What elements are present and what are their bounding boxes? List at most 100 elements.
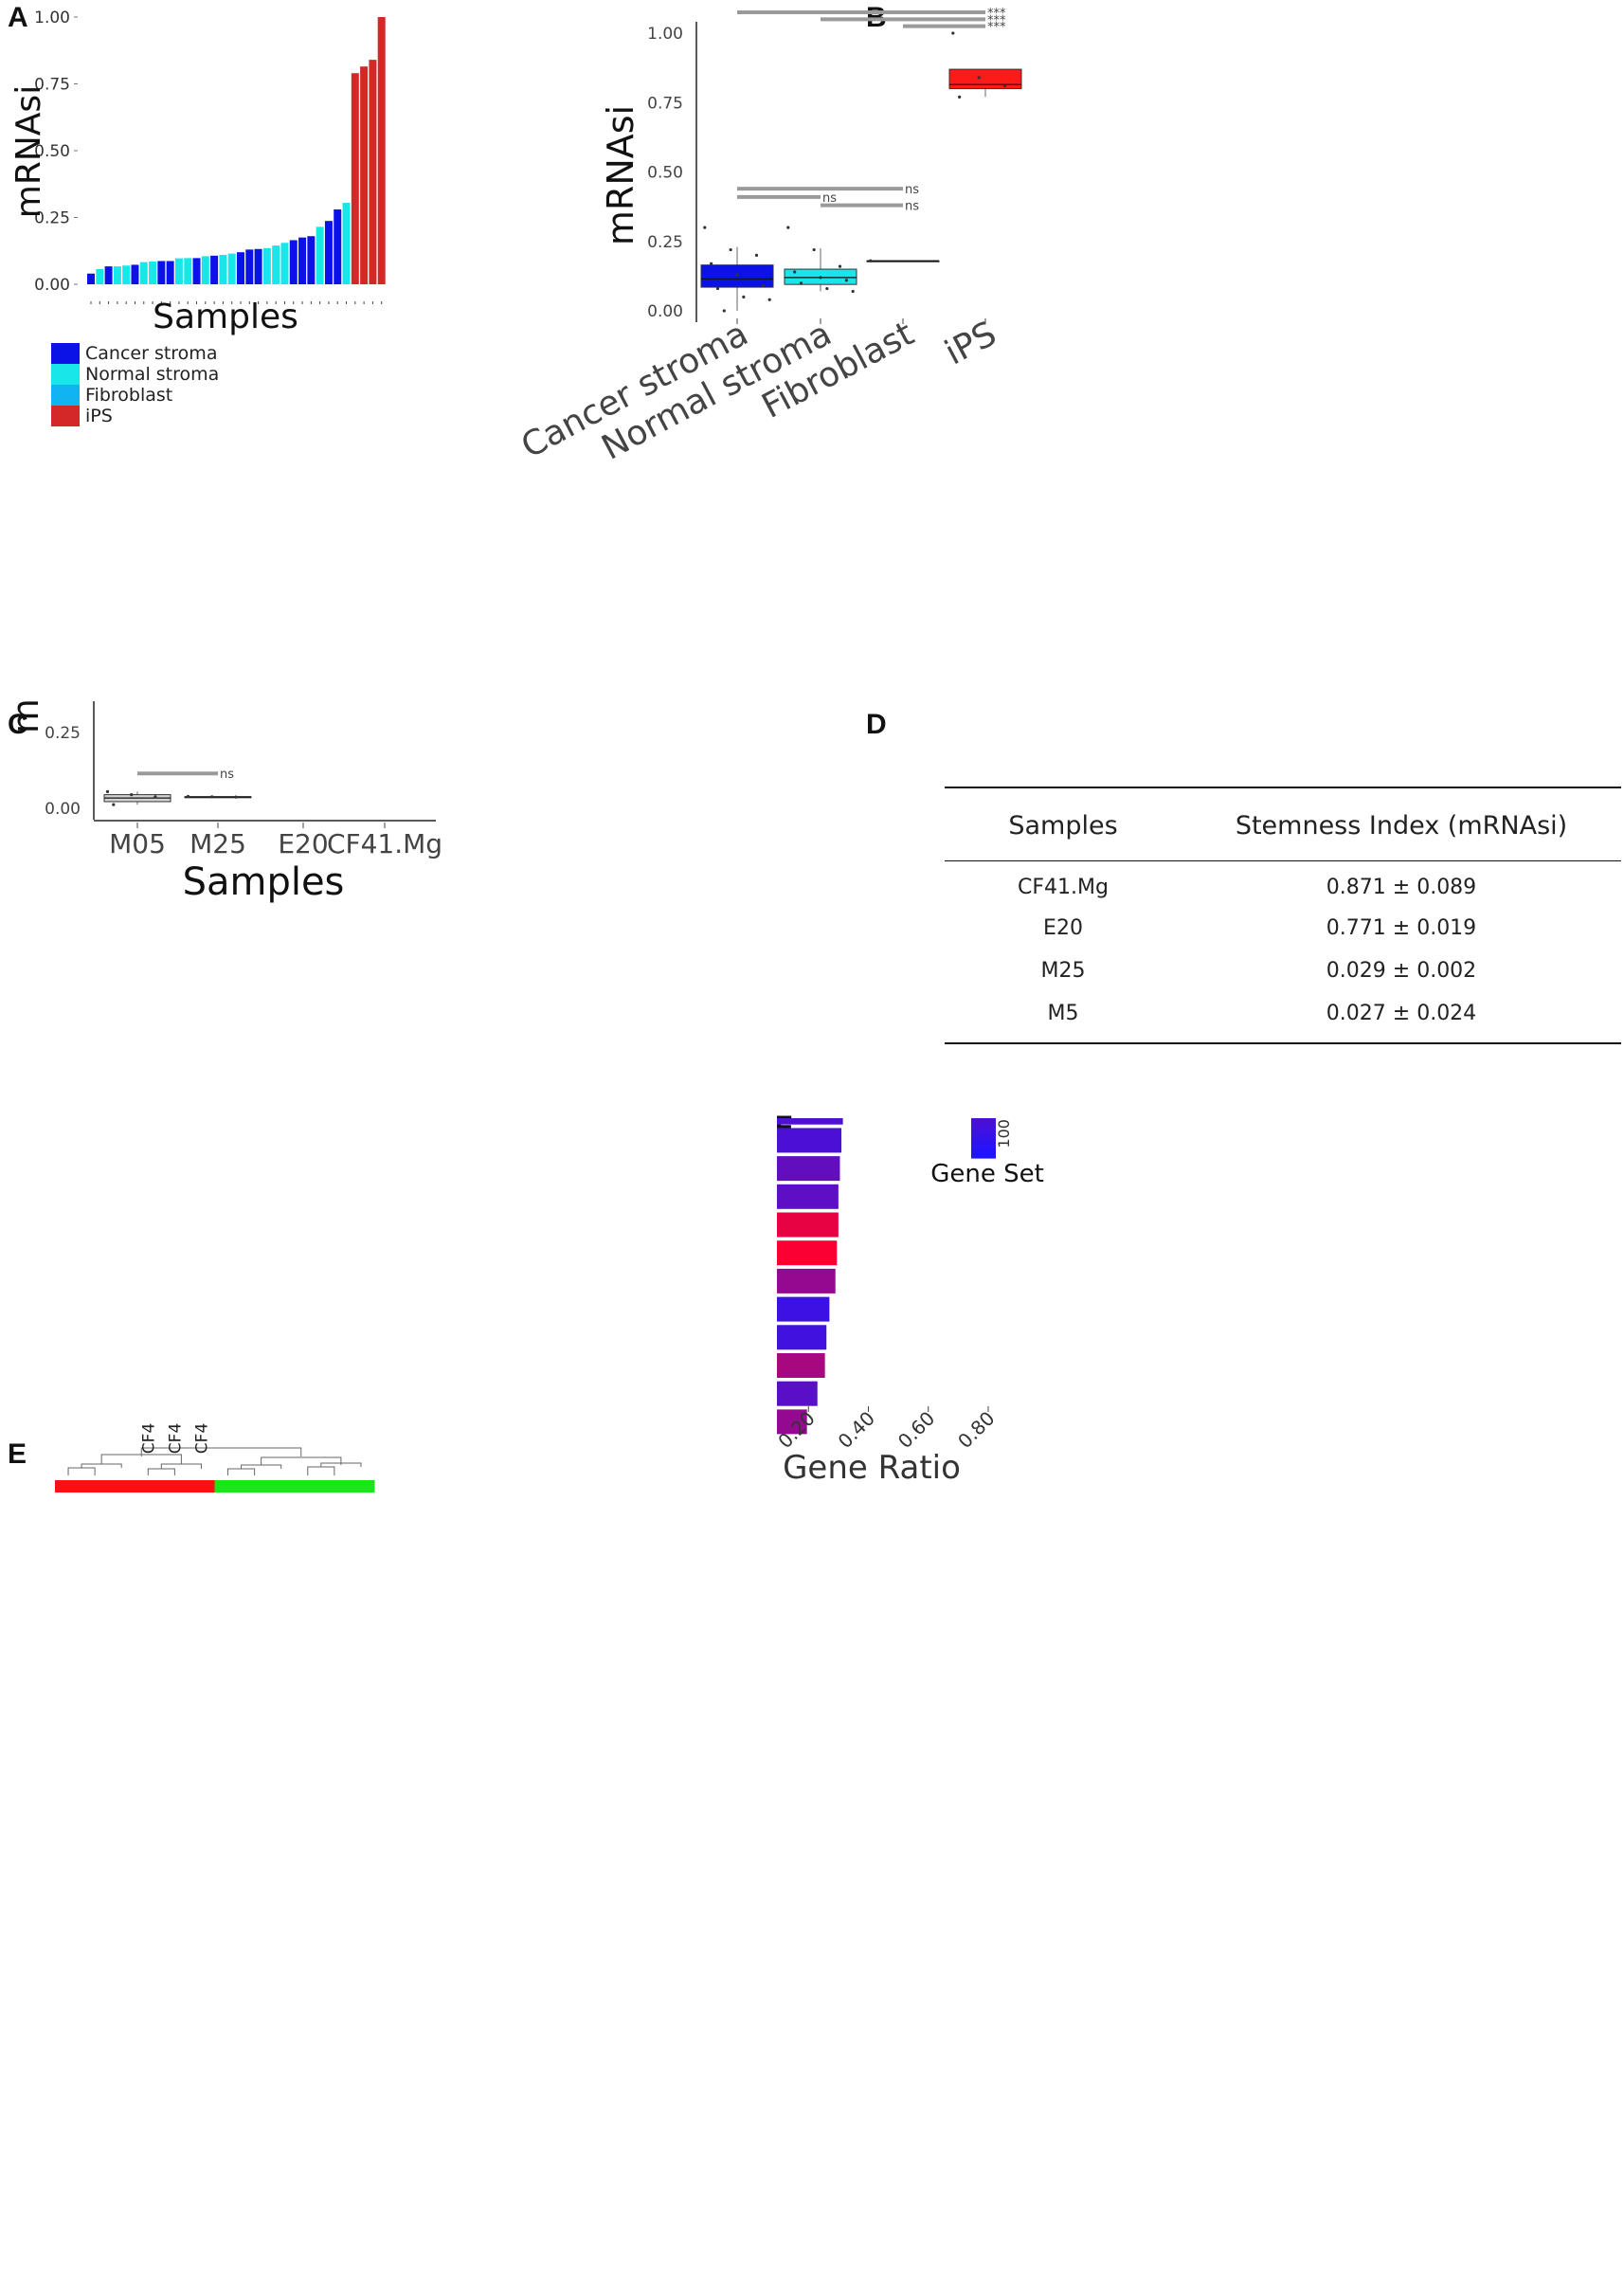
data-point — [112, 803, 116, 806]
bar — [87, 273, 95, 284]
data-point — [210, 795, 214, 799]
legend-swatch — [51, 343, 80, 364]
y-tick-label: 0.25 — [34, 209, 70, 228]
legend-label: iPS — [85, 406, 113, 426]
bar — [777, 1118, 843, 1125]
x-tick-label: M05 — [109, 828, 166, 859]
bar — [777, 1353, 825, 1378]
bar — [272, 245, 280, 284]
colorbar-segment — [971, 1125, 996, 1131]
bar — [316, 226, 324, 284]
bar — [149, 262, 157, 284]
data-point — [703, 226, 707, 229]
y-tick-label: 0.75 — [34, 76, 70, 95]
colorbar-segment — [971, 1118, 996, 1122]
data-point — [742, 295, 746, 298]
significance-label: *** — [987, 13, 1006, 27]
y-axis-title: mRNAsi — [9, 85, 48, 218]
x-tick-label: 0.40 — [834, 1407, 879, 1453]
chart-f-gene-ratio-bars: Mixed, incl. cyclin a/b1/b2 associatedev… — [777, 1118, 1044, 1487]
data-point — [812, 247, 816, 252]
bar — [237, 252, 244, 284]
chart-e-heatmap: E20.02E20.03E20.01CF41.Mg.01CF41.Mg.02CF… — [55, 1421, 375, 1492]
colorbar-segment — [971, 1139, 996, 1145]
legend-label: Normal stroma — [85, 364, 219, 385]
dendrogram-branch — [307, 1466, 335, 1475]
legend-label: Fibroblast — [85, 385, 172, 406]
bar — [777, 1156, 840, 1182]
table-cell-sample: M25 — [1040, 959, 1086, 983]
data-point — [735, 273, 739, 277]
legend-swatch — [51, 385, 80, 406]
dendrogram-branch — [227, 1468, 256, 1475]
data-point — [819, 276, 822, 280]
table-cell-sample: CF41.Mg — [1018, 876, 1109, 899]
colorbar-segment — [971, 1149, 996, 1154]
colorbar-title: Gene Set — [930, 1160, 1044, 1188]
column-group-cell — [188, 1480, 215, 1492]
data-point — [715, 286, 720, 291]
bar — [254, 248, 262, 284]
y-tick-label: 0.00 — [45, 800, 81, 819]
legend-label: Cancer stroma — [85, 343, 217, 364]
significance-label: ns — [905, 183, 919, 197]
table-cell-value: 0.871 ± 0.089 — [1326, 876, 1477, 899]
chart-a-mrnasi-bars: 0.00 0.25 0.50 0.75 1.00 Samples mRNAsi Cancer … — [9, 9, 386, 426]
column-group-cell — [267, 1480, 296, 1492]
y-tick-label: 0.00 — [34, 276, 70, 295]
y-tick-label: 0.25 — [45, 724, 81, 743]
data-point — [951, 31, 955, 35]
column-group-cell — [294, 1480, 322, 1492]
x-axis-title: Samples — [183, 860, 345, 904]
column-group-cell — [347, 1480, 375, 1492]
legend-swatch — [51, 406, 80, 426]
bar — [777, 1240, 838, 1266]
bar — [184, 258, 192, 284]
table-header-stemness-index: Stemness Index (mRNAsi) — [1235, 811, 1568, 841]
chart-b-mrnasi-boxplot: 0.000.250.500.751.00*********nsnsnsCance… — [515, 7, 1022, 468]
bar — [351, 73, 359, 284]
bar — [777, 1212, 839, 1238]
panel-label-a: A — [8, 2, 28, 33]
bar — [201, 256, 209, 284]
column-group-cell — [81, 1480, 109, 1492]
bar — [219, 254, 227, 284]
bar — [139, 262, 148, 284]
panel-label-d: D — [866, 709, 887, 740]
y-axis-title: mRNAsi — [5, 701, 46, 733]
column-label: CF41.Mg.01 — [139, 1421, 158, 1454]
data-point — [786, 226, 790, 229]
data-point — [869, 259, 873, 262]
bar — [131, 264, 139, 284]
bar — [777, 1325, 827, 1350]
y-tick-label: 1.00 — [34, 9, 70, 27]
colorbar-tick-label: 100 — [995, 1119, 1013, 1149]
x-tick-label: M25 — [189, 828, 246, 859]
colorbar-segment — [971, 1134, 996, 1140]
data-point — [710, 262, 713, 265]
dendrogram-branch — [81, 1463, 122, 1468]
y-tick-label: 0.50 — [647, 164, 683, 183]
data-point — [761, 284, 765, 288]
data-point — [1002, 84, 1007, 88]
table-cell-value: 0.771 ± 0.019 — [1326, 916, 1477, 940]
x-tick-label: 0.60 — [893, 1407, 939, 1453]
significance-label: *** — [987, 7, 1006, 21]
bar — [104, 266, 113, 284]
bar — [342, 202, 351, 284]
bar — [113, 266, 121, 284]
bar — [324, 221, 333, 284]
bar — [298, 237, 307, 284]
y-axis-title: mRNAsi — [600, 105, 641, 245]
column-group-cell — [108, 1480, 135, 1492]
dendrogram-branch — [140, 1447, 302, 1456]
data-point — [825, 286, 829, 291]
data-point — [729, 247, 732, 252]
x-tick-label: CF41.Mg — [327, 828, 442, 859]
colorbar-segment — [971, 1130, 996, 1135]
legend-swatch — [51, 364, 80, 385]
x-tick-label: iPS — [939, 315, 1002, 373]
bar — [777, 1184, 839, 1209]
data-point — [844, 279, 848, 282]
bar — [369, 60, 377, 285]
